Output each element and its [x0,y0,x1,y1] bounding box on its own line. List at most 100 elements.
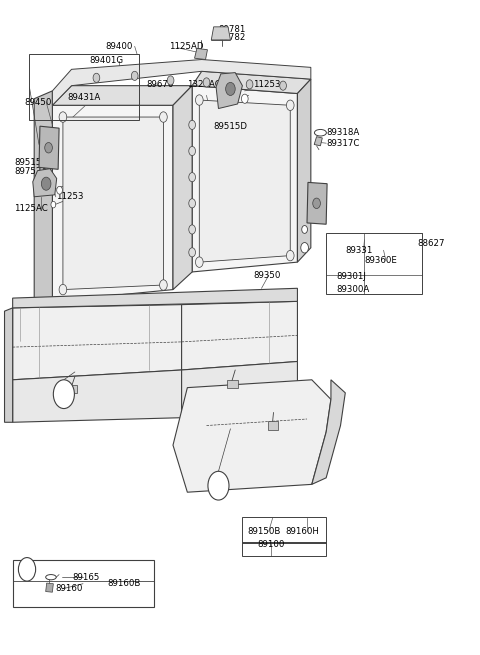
Circle shape [280,81,287,90]
Circle shape [313,198,321,208]
Circle shape [53,380,74,409]
Circle shape [287,100,294,111]
Circle shape [41,177,51,190]
Text: 89301J: 89301J [336,272,367,281]
Circle shape [287,250,294,261]
Circle shape [189,147,195,156]
Circle shape [59,284,67,295]
Circle shape [189,198,195,208]
Text: 89515D: 89515D [214,122,248,131]
Text: 89670: 89670 [147,80,174,89]
Text: 1125AD: 1125AD [169,42,204,51]
Polygon shape [33,169,57,196]
Polygon shape [192,86,298,272]
Polygon shape [216,73,242,109]
Bar [242,517,326,543]
Circle shape [302,225,308,233]
Circle shape [301,242,309,253]
Text: 89752A: 89752A [14,168,48,176]
Circle shape [159,280,167,290]
Ellipse shape [314,130,326,136]
Polygon shape [181,362,298,418]
Bar [326,233,422,293]
Circle shape [189,248,195,257]
Circle shape [195,95,203,105]
Text: 89400: 89400 [105,42,132,51]
Bar [268,421,278,430]
Text: 11253: 11253 [253,80,281,89]
Polygon shape [63,117,163,290]
Text: a: a [61,389,67,399]
Text: 89300A: 89300A [336,285,370,294]
Circle shape [132,71,138,81]
Polygon shape [314,137,323,146]
Ellipse shape [46,574,56,580]
Text: 89350: 89350 [253,271,281,280]
Text: 89317C: 89317C [326,139,360,147]
Circle shape [51,201,56,208]
Circle shape [167,76,174,85]
Circle shape [159,112,167,122]
Text: 11253: 11253 [56,193,83,201]
Text: 89360E: 89360E [364,256,397,265]
Bar [12,560,154,607]
Polygon shape [4,308,12,422]
Text: 89515A: 89515A [14,159,48,167]
Polygon shape [52,86,192,105]
Bar [29,54,140,120]
Text: 89160H: 89160H [286,527,319,536]
Circle shape [189,225,195,234]
Polygon shape [173,86,192,290]
Circle shape [93,73,100,83]
Text: 89781: 89781 [218,25,246,34]
Text: 88627: 88627 [417,239,444,248]
Polygon shape [181,301,298,370]
Polygon shape [173,380,331,492]
Polygon shape [307,182,327,224]
Polygon shape [52,60,311,105]
Polygon shape [211,27,230,40]
Polygon shape [34,91,52,301]
Circle shape [226,83,235,96]
Polygon shape [12,370,181,422]
Text: 89450: 89450 [24,98,52,107]
Text: 89165: 89165 [72,572,100,582]
Circle shape [246,80,253,89]
Circle shape [45,143,52,153]
Text: 1327AC: 1327AC [187,80,221,89]
Polygon shape [312,380,345,484]
Text: 89331: 89331 [345,246,372,255]
Polygon shape [12,305,181,380]
Polygon shape [298,79,311,262]
Circle shape [208,472,229,500]
Polygon shape [12,288,298,308]
Text: 89401G: 89401G [89,56,123,66]
Circle shape [57,186,62,194]
Circle shape [59,112,67,122]
Polygon shape [46,583,53,592]
Circle shape [18,557,36,581]
Text: 86549: 86549 [226,64,253,73]
Polygon shape [192,71,311,94]
Polygon shape [39,126,59,170]
Text: 89160: 89160 [56,584,83,593]
Text: 1125AC: 1125AC [14,204,48,213]
Polygon shape [52,105,173,301]
Text: 89160B: 89160B [107,579,140,588]
Text: 89318A: 89318A [326,128,360,138]
Polygon shape [199,100,290,262]
Text: a: a [24,565,30,574]
Text: a: a [216,481,221,491]
Text: 89431A: 89431A [68,93,101,102]
Bar [242,542,326,556]
Text: 89100: 89100 [257,540,285,549]
Circle shape [195,257,203,267]
Bar [227,380,238,388]
Circle shape [189,121,195,130]
Circle shape [203,78,210,87]
Circle shape [241,94,248,103]
Circle shape [189,173,195,181]
Text: 89150B: 89150B [247,527,280,536]
Bar [67,385,77,393]
Polygon shape [194,48,207,60]
